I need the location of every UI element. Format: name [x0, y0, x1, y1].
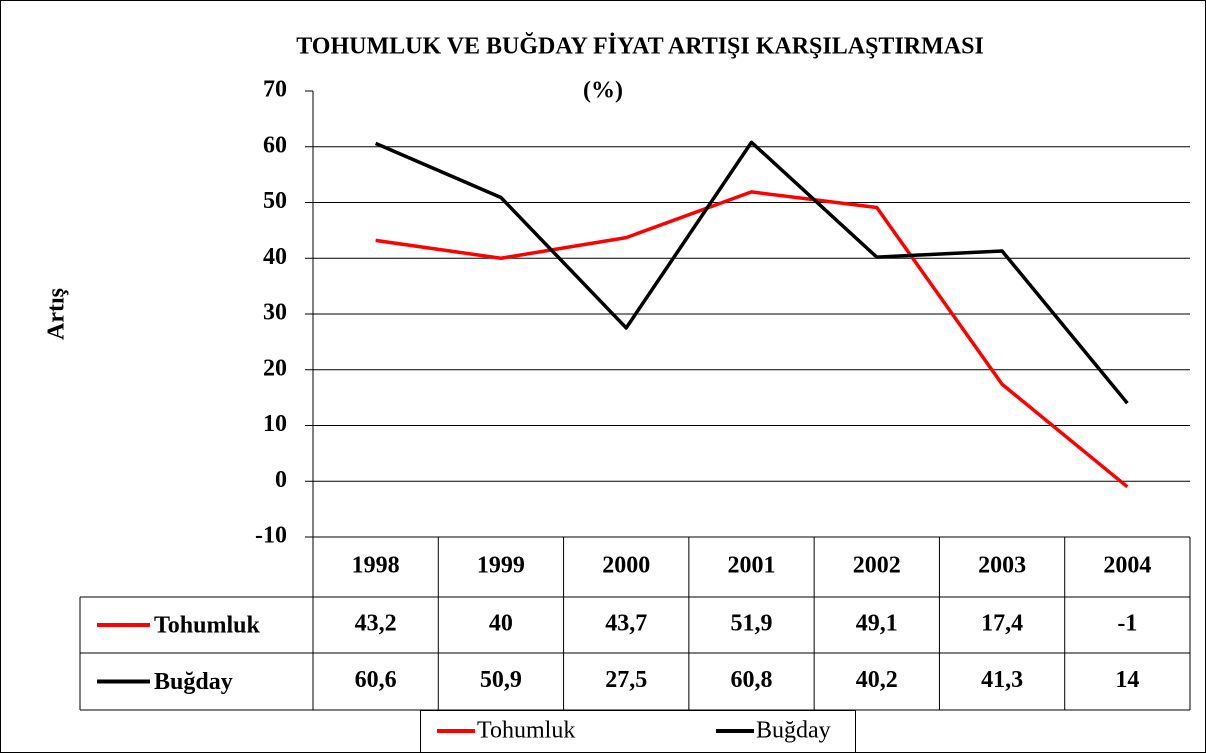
table-row-label: Buğday — [154, 669, 233, 695]
y-tick-label: 0 — [275, 467, 287, 493]
series-line — [374, 140, 1129, 405]
x-tick-label: 2000 — [602, 553, 650, 579]
legend-label: Tohumluk — [477, 718, 575, 744]
table-cell: 50,9 — [480, 667, 522, 693]
table-cell: 41,3 — [981, 667, 1023, 693]
y-tick-label: 70 — [263, 77, 287, 103]
table-row-label: Tohumluk — [154, 613, 261, 639]
table-cell: 43,2 — [355, 611, 397, 637]
legend-label: Buğday — [756, 718, 831, 744]
table-cell: 49,1 — [856, 611, 898, 637]
table-cell: 27,5 — [605, 667, 647, 693]
series-line — [375, 190, 1129, 489]
table-cell: 40,2 — [856, 667, 898, 693]
table-cell: 60,8 — [731, 667, 773, 693]
table-cell: 40 — [489, 611, 513, 637]
table-cell: 51,9 — [731, 611, 773, 637]
table-cell: -1 — [1117, 611, 1137, 637]
y-tick-label: 30 — [263, 300, 287, 326]
chart-title: TOHUMLUK VE BUĞDAY FİYAT ARTIŞI KARŞILAŞ… — [296, 33, 984, 60]
x-tick-label: 2003 — [978, 553, 1026, 579]
x-tick-label: 1999 — [477, 553, 525, 579]
x-tick-label: 2001 — [728, 553, 776, 579]
x-tick-label: 2002 — [853, 553, 901, 579]
chart-subtitle: (%) — [583, 78, 623, 104]
table-cell: 43,7 — [605, 611, 647, 637]
y-tick-label: 50 — [263, 188, 287, 214]
x-tick-label: 1998 — [352, 553, 400, 579]
table-cell: 60,6 — [355, 667, 397, 693]
y-tick-label: 10 — [263, 411, 287, 437]
y-tick-label: -10 — [255, 523, 287, 549]
y-tick-label: 60 — [263, 132, 287, 158]
legend-box — [420, 710, 856, 753]
y-axis-label: Artış — [44, 288, 70, 340]
table-cell: 17,4 — [981, 611, 1023, 637]
table-cell: 14 — [1115, 667, 1139, 693]
x-tick-label: 2004 — [1103, 553, 1151, 579]
y-tick-label: 40 — [263, 244, 287, 270]
y-tick-label: 20 — [263, 355, 287, 381]
